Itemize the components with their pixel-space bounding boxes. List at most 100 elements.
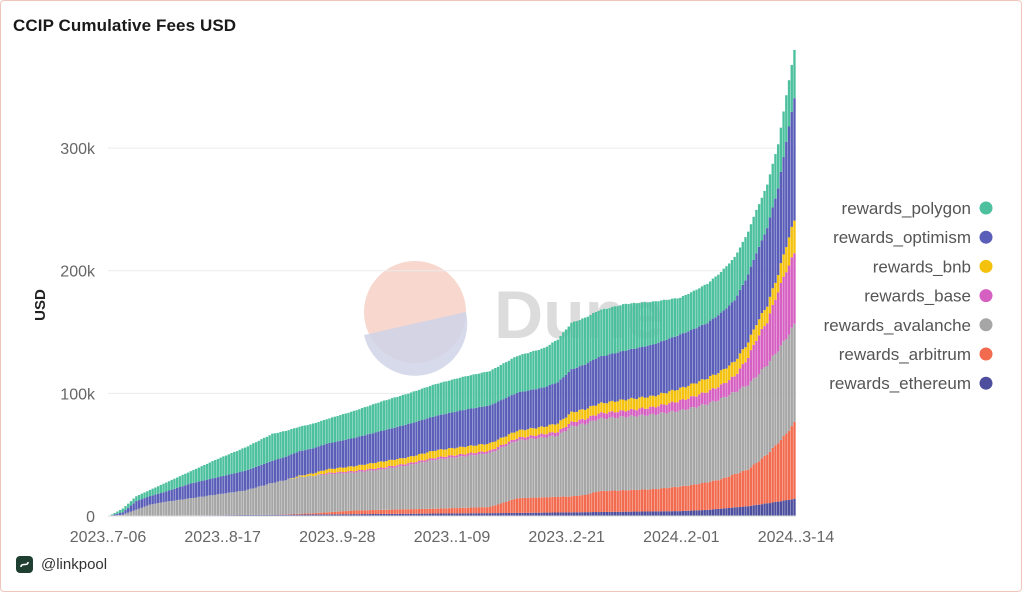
bar-segment-rewards_base (736, 373, 739, 392)
bar-segment-rewards_arbitrum (292, 513, 296, 515)
bar-segment-rewards_ethereum (434, 513, 437, 516)
bar-segment-rewards_ethereum (295, 514, 299, 516)
bar-segment-rewards_optimism (562, 377, 565, 419)
bar-segment-rewards_base (545, 434, 549, 438)
bar-segment-rewards_arbitrum (635, 490, 638, 512)
bar-segment-rewards_polygon (254, 442, 258, 467)
bar-segment-rewards_optimism (336, 441, 339, 468)
bar-segment-rewards_ethereum (450, 513, 454, 516)
bar-segment-rewards_ethereum (619, 511, 622, 516)
bar-segment-rewards_optimism (434, 416, 437, 451)
bar-segment-rewards_arbitrum (592, 492, 595, 513)
bar-segment-rewards_polygon (472, 374, 475, 409)
bar-segment-rewards_bnb (632, 398, 636, 410)
bar-segment-rewards_base (714, 388, 717, 402)
bar-segment-rewards_polygon (273, 433, 277, 461)
bar-segment-rewards_optimism (670, 337, 674, 390)
bar-segment-rewards_optimism (423, 419, 426, 454)
bar-segment-rewards_optimism (782, 157, 785, 255)
bar-segment-rewards_base (426, 459, 429, 462)
bar-segment-rewards_avalanche (227, 492, 231, 516)
bar-segment-rewards_optimism (265, 462, 269, 485)
bar-segment-rewards_base (371, 468, 375, 471)
bar-segment-rewards_optimism (233, 473, 236, 493)
bar-segment-rewards_arbitrum (428, 508, 432, 514)
bar-segment-rewards_optimism (692, 328, 696, 384)
y-axis-label: USD (32, 289, 49, 321)
bar-segment-rewards_base (499, 444, 502, 448)
bar-segment-rewards_base (341, 472, 345, 474)
bar-segment-rewards_optimism (447, 412, 451, 449)
bar-segment-rewards_ethereum (730, 507, 734, 516)
bar-segment-rewards_avalanche (630, 415, 633, 490)
bar-segment-rewards_avalanche (445, 458, 448, 509)
bar-segment-rewards_polygon (287, 430, 290, 456)
bar-segment-rewards_polygon (175, 477, 179, 488)
bar-segment-rewards_base (730, 376, 734, 393)
bar-segment-rewards_arbitrum (643, 489, 647, 512)
bar-segment-rewards_avalanche (317, 474, 320, 513)
bar-segment-rewards_polygon (140, 493, 144, 500)
bar-segment-rewards_avalanche (749, 381, 753, 468)
bar-segment-rewards_ethereum (379, 513, 383, 516)
bar-segment-rewards_bnb (578, 409, 581, 420)
bar-segment-rewards_arbitrum (640, 489, 644, 512)
bar-segment-rewards_avalanche (254, 487, 258, 515)
bar-segment-rewards_optimism (469, 408, 473, 446)
bar-segment-rewards_avalanche (203, 496, 206, 516)
bar-segment-rewards_ethereum (252, 514, 255, 516)
bar-segment-rewards_ethereum (692, 510, 696, 516)
bar-segment-rewards_polygon (725, 266, 728, 309)
bar-segment-rewards_polygon (526, 353, 530, 391)
bar-segment-rewards_optimism (366, 434, 369, 464)
bar-segment-rewards_optimism (787, 126, 791, 238)
bar-segment-rewards_base (768, 313, 772, 361)
bar-segment-rewards_arbitrum (453, 508, 456, 514)
bar-segment-rewards_base (325, 473, 328, 475)
bar-segment-rewards_avalanche (766, 365, 769, 455)
bar-segment-rewards_arbitrum (583, 494, 587, 513)
bar-segment-rewards_ethereum (573, 512, 576, 516)
bar-segment-rewards_avalanche (282, 480, 285, 515)
bar-segment-rewards_bnb (537, 427, 541, 435)
bar-segment-rewards_base (662, 404, 666, 413)
bar-segment-rewards_bnb (456, 447, 459, 456)
bar-segment-rewards_arbitrum (564, 496, 568, 513)
bar-segment-rewards_avalanche (137, 508, 141, 516)
bar-segment-rewards_avalanche (458, 456, 462, 508)
bar-segment-rewards_optimism (646, 346, 649, 398)
bar-segment-rewards_optimism (749, 266, 753, 335)
bar-segment-rewards_arbitrum (600, 490, 603, 512)
bar-segment-rewards_avalanche (556, 435, 560, 498)
bar-segment-rewards_bnb (347, 466, 350, 472)
bar-segment-rewards_bnb (447, 448, 451, 456)
bar-segment-rewards_ethereum (717, 508, 720, 516)
bar-segment-rewards_base (771, 304, 774, 356)
bar-segment-rewards_optimism (235, 472, 239, 492)
bar-segment-rewards_optimism (341, 440, 345, 468)
bar-segment-rewards_avalanche (521, 439, 524, 498)
bar-segment-rewards_base (733, 376, 736, 393)
bar-segment-rewards_optimism (741, 284, 744, 350)
bar-segment-rewards_ethereum (518, 512, 521, 516)
bar-segment-rewards_base (760, 328, 764, 369)
bar-segment-rewards_optimism (608, 354, 611, 402)
bar-segment-rewards_avalanche (573, 426, 576, 496)
bar-segment-rewards_polygon (116, 511, 119, 514)
bar-segment-rewards_polygon (787, 80, 791, 127)
bar-segment-rewards_ethereum (322, 514, 326, 516)
bar-segment-rewards_avalanche (371, 470, 375, 511)
bar-segment-rewards_arbitrum (570, 496, 573, 513)
bar-segment-rewards_ethereum (341, 514, 345, 516)
bar-segment-rewards_ethereum (485, 513, 489, 516)
bar-segment-rewards_avalanche (575, 426, 579, 497)
bar-segment-rewards_arbitrum (439, 508, 443, 514)
bar-segment-rewards_polygon (284, 431, 288, 457)
bar-segment-rewards_avalanche (771, 355, 774, 448)
bar-segment-rewards_polygon (390, 398, 394, 429)
bar-segment-rewards_avalanche (151, 504, 154, 516)
bar-segment-rewards_optimism (317, 446, 320, 472)
bar-segment-rewards_polygon (146, 491, 149, 498)
bar-segment-rewards_bnb (581, 409, 584, 419)
bar-segment-rewards_polygon (668, 299, 671, 339)
